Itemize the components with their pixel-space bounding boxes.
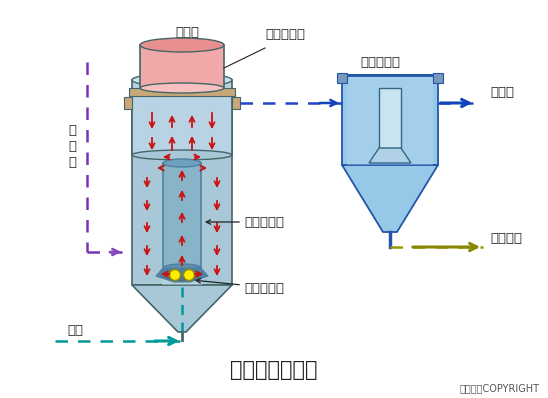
Polygon shape [132, 80, 232, 155]
Polygon shape [156, 276, 208, 282]
Text: 东方仿真COPYRIGHT: 东方仿真COPYRIGHT [460, 383, 540, 393]
Polygon shape [347, 75, 433, 165]
Text: 原: 原 [68, 123, 76, 137]
Text: 污: 污 [68, 140, 76, 152]
Text: 输送混合管: 输送混合管 [244, 281, 284, 295]
Text: 二次沉淀齿: 二次沉淀齿 [360, 55, 400, 68]
Polygon shape [433, 73, 443, 83]
Polygon shape [140, 45, 224, 88]
Text: 水: 水 [68, 156, 76, 168]
Text: 污泥排放: 污泥排放 [490, 232, 522, 244]
Text: 处理水: 处理水 [490, 86, 514, 100]
Polygon shape [162, 95, 202, 285]
Text: 硫化床: 硫化床 [175, 25, 199, 39]
Polygon shape [342, 165, 438, 232]
Polygon shape [132, 95, 232, 285]
Polygon shape [124, 97, 132, 109]
Text: 载体分离区: 载体分离区 [265, 29, 305, 41]
Polygon shape [369, 148, 411, 163]
Polygon shape [156, 268, 208, 276]
Polygon shape [337, 73, 347, 83]
Text: 空气: 空气 [67, 324, 83, 336]
Text: 载体下降区: 载体下降区 [244, 215, 284, 228]
Ellipse shape [163, 264, 201, 272]
Text: 气流动力流化床: 气流动力流化床 [230, 360, 318, 380]
Ellipse shape [132, 150, 232, 160]
Circle shape [169, 269, 180, 281]
Ellipse shape [140, 83, 224, 93]
Polygon shape [232, 97, 240, 109]
Ellipse shape [140, 38, 224, 52]
Polygon shape [342, 75, 438, 165]
Polygon shape [132, 285, 232, 332]
Polygon shape [379, 88, 401, 148]
Ellipse shape [163, 159, 201, 167]
Polygon shape [129, 88, 235, 96]
Circle shape [184, 269, 195, 281]
Ellipse shape [132, 73, 232, 87]
Polygon shape [163, 163, 201, 268]
